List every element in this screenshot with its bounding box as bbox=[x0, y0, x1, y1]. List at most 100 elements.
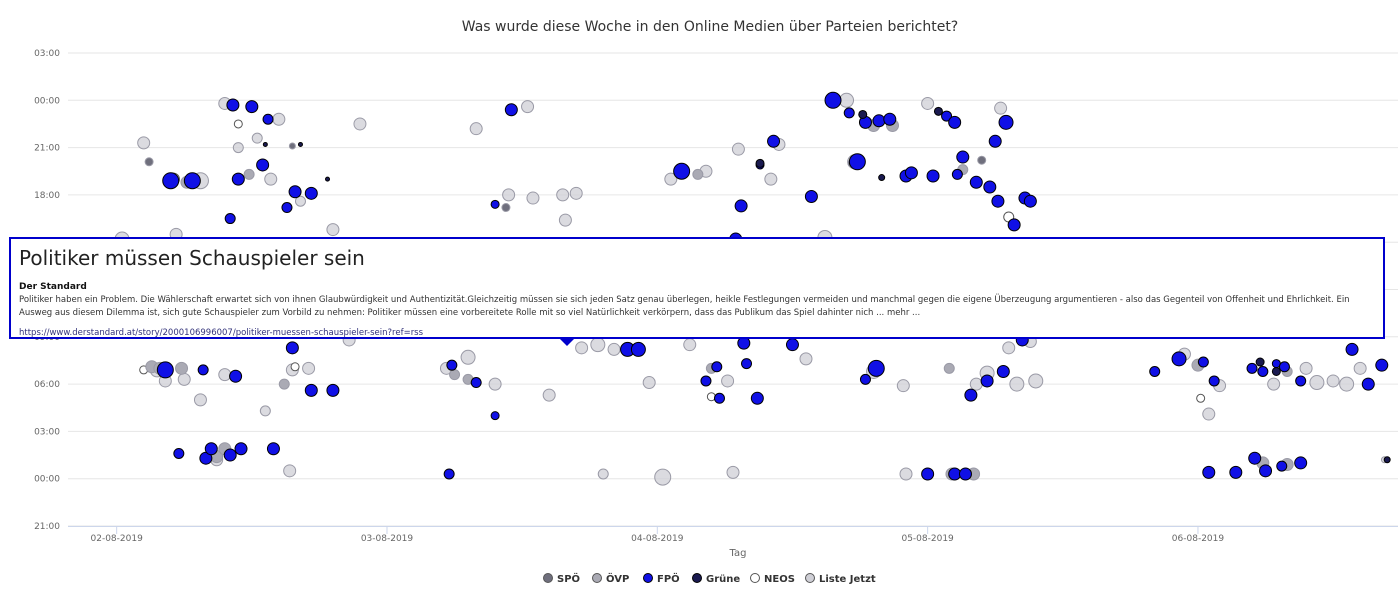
data-point[interactable] bbox=[156, 361, 174, 379]
data-point[interactable] bbox=[804, 189, 818, 203]
data-point[interactable] bbox=[288, 142, 296, 150]
data-point[interactable] bbox=[943, 362, 955, 374]
data-point[interactable] bbox=[264, 172, 278, 186]
data-point[interactable] bbox=[262, 141, 268, 147]
data-point[interactable] bbox=[183, 172, 201, 190]
data-point[interactable] bbox=[234, 442, 248, 456]
data-point[interactable] bbox=[469, 122, 483, 136]
data-point[interactable] bbox=[597, 468, 609, 480]
data-point[interactable] bbox=[278, 378, 290, 390]
data-point[interactable] bbox=[575, 341, 589, 355]
data-point[interactable] bbox=[983, 180, 997, 194]
data-point[interactable] bbox=[197, 364, 209, 376]
data-point[interactable] bbox=[1383, 456, 1391, 464]
data-point[interactable] bbox=[1149, 365, 1161, 377]
data-point[interactable] bbox=[288, 185, 302, 199]
data-point[interactable] bbox=[883, 112, 897, 126]
data-point[interactable] bbox=[256, 158, 270, 172]
data-point[interactable] bbox=[878, 174, 886, 182]
data-point[interactable] bbox=[177, 372, 191, 386]
data-point[interactable] bbox=[1276, 460, 1288, 472]
data-point[interactable] bbox=[1257, 365, 1269, 377]
data-point[interactable] bbox=[162, 172, 180, 190]
data-point[interactable] bbox=[948, 115, 962, 129]
data-point[interactable] bbox=[262, 113, 274, 125]
legend-item[interactable]: FPÖ bbox=[643, 571, 680, 585]
data-point[interactable] bbox=[501, 203, 511, 213]
data-point[interactable] bbox=[642, 376, 656, 390]
data-point[interactable] bbox=[304, 186, 318, 200]
data-point[interactable] bbox=[872, 114, 886, 128]
data-point[interactable] bbox=[173, 447, 185, 459]
data-point[interactable] bbox=[1278, 361, 1290, 373]
data-point[interactable] bbox=[232, 142, 244, 154]
data-point[interactable] bbox=[175, 361, 189, 375]
data-point[interactable] bbox=[926, 169, 940, 183]
data-point[interactable] bbox=[1196, 393, 1206, 403]
data-point[interactable] bbox=[933, 106, 943, 116]
legend-item[interactable]: ÖVP bbox=[592, 571, 630, 585]
data-point[interactable] bbox=[490, 411, 500, 421]
data-point[interactable] bbox=[867, 359, 885, 377]
data-point[interactable] bbox=[1246, 362, 1258, 374]
data-point[interactable] bbox=[750, 391, 764, 405]
data-point[interactable] bbox=[764, 172, 778, 186]
data-point[interactable] bbox=[283, 464, 297, 478]
data-point[interactable] bbox=[558, 213, 572, 227]
data-point[interactable] bbox=[921, 96, 935, 110]
data-point[interactable] bbox=[1353, 361, 1367, 375]
data-point[interactable] bbox=[948, 467, 962, 481]
data-point[interactable] bbox=[630, 341, 646, 357]
data-point[interactable] bbox=[726, 465, 740, 479]
data-point[interactable] bbox=[734, 199, 748, 213]
data-point[interactable] bbox=[991, 194, 1005, 208]
data-point[interactable] bbox=[969, 377, 983, 391]
data-point[interactable] bbox=[767, 134, 781, 148]
data-point[interactable] bbox=[304, 383, 318, 397]
data-point[interactable] bbox=[700, 375, 712, 387]
data-point[interactable] bbox=[266, 442, 280, 456]
data-point[interactable] bbox=[1295, 375, 1307, 387]
data-point[interactable] bbox=[1007, 218, 1021, 232]
data-point[interactable] bbox=[607, 342, 621, 356]
data-point[interactable] bbox=[526, 191, 540, 205]
data-point[interactable] bbox=[1267, 377, 1281, 391]
data-point[interactable] bbox=[1309, 375, 1325, 391]
data-point[interactable] bbox=[297, 141, 303, 147]
legend-item[interactable]: Grüne bbox=[692, 573, 741, 586]
data-point[interactable] bbox=[1299, 361, 1313, 375]
data-point[interactable] bbox=[988, 134, 1002, 148]
data-point[interactable] bbox=[224, 213, 236, 225]
data-point[interactable] bbox=[144, 157, 154, 167]
data-point[interactable] bbox=[731, 142, 745, 156]
data-point[interactable] bbox=[446, 359, 458, 371]
data-point[interactable] bbox=[785, 338, 799, 352]
data-point[interactable] bbox=[839, 92, 855, 108]
data-point[interactable] bbox=[1339, 376, 1355, 392]
data-point[interactable] bbox=[542, 388, 556, 402]
data-point[interactable] bbox=[243, 168, 255, 180]
data-point[interactable] bbox=[504, 103, 518, 117]
data-point[interactable] bbox=[1229, 465, 1243, 479]
data-point[interactable] bbox=[964, 388, 978, 402]
data-point[interactable] bbox=[231, 172, 245, 186]
data-point[interactable] bbox=[1023, 194, 1037, 208]
data-point[interactable] bbox=[956, 150, 970, 164]
data-point[interactable] bbox=[1171, 351, 1187, 367]
data-point[interactable] bbox=[1271, 366, 1281, 376]
data-point[interactable] bbox=[1208, 375, 1220, 387]
data-point[interactable] bbox=[1028, 373, 1044, 389]
legend[interactable]: SPÖ ÖVP FPÖ Grüne NEOS Liste Jetzt bbox=[543, 571, 876, 586]
data-point[interactable] bbox=[824, 91, 842, 109]
data-point[interactable] bbox=[996, 364, 1010, 378]
data-point[interactable] bbox=[245, 100, 259, 114]
data-point[interactable] bbox=[741, 358, 753, 370]
data-point[interactable] bbox=[1255, 357, 1265, 367]
legend-item[interactable]: Liste Jetzt bbox=[805, 573, 876, 586]
data-point[interactable] bbox=[654, 468, 672, 486]
data-point[interactable] bbox=[294, 195, 306, 207]
data-point[interactable] bbox=[859, 373, 871, 385]
data-point[interactable] bbox=[1202, 465, 1216, 479]
data-point[interactable] bbox=[664, 172, 678, 186]
data-point[interactable] bbox=[285, 341, 299, 355]
